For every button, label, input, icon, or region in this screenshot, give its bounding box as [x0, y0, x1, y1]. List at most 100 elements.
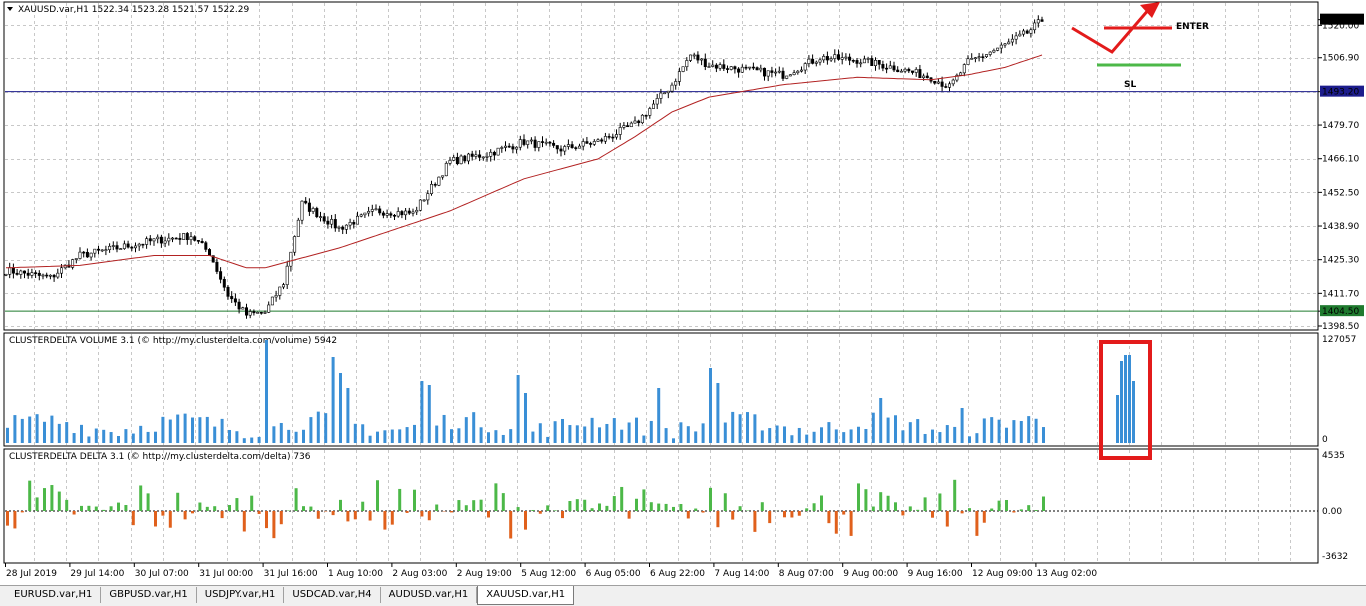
volume-bar — [1005, 428, 1008, 443]
delta-bar-negative — [221, 511, 224, 518]
delta-bar-positive — [50, 485, 53, 511]
candle-body — [471, 154, 473, 156]
delta-bar-positive — [213, 506, 216, 511]
volume-bar — [1020, 421, 1023, 443]
candle-body — [308, 203, 310, 212]
volume-bar — [857, 427, 860, 443]
candle-body — [60, 268, 62, 273]
candle-body — [1011, 39, 1013, 42]
delta-bar-positive — [953, 480, 956, 511]
delta-bar-positive — [924, 497, 927, 511]
candle-body — [430, 184, 432, 193]
delta-bar-positive — [295, 488, 298, 511]
delta-bar-negative — [406, 511, 409, 513]
time-axis-label: 31 Jul 16:00 — [264, 569, 318, 579]
price-panel — [4, 2, 1318, 330]
volume-bar — [687, 426, 690, 443]
price-scale-label: 1466.10 — [1322, 155, 1359, 165]
candle-body — [893, 66, 895, 70]
tab-usdcad[interactable]: USDCAD.var,H4 — [284, 587, 380, 603]
candle-body — [508, 146, 510, 147]
time-axis-label: 6 Aug 22:00 — [650, 569, 705, 579]
delta-bar-positive — [998, 501, 1001, 511]
candle-body — [985, 55, 987, 57]
candle-body — [704, 59, 706, 67]
candle-body — [860, 63, 862, 64]
candle-body — [316, 208, 318, 216]
volume-bar — [790, 435, 793, 443]
candle-body — [286, 266, 288, 284]
tab-xauusd[interactable]: XAUUSD.var,H1 — [477, 586, 574, 605]
candle-body — [242, 308, 244, 309]
candle-body — [608, 136, 610, 137]
candle-body — [216, 262, 218, 271]
candle-body — [874, 60, 876, 65]
delta-bar-negative — [354, 511, 357, 519]
volume-bar — [494, 430, 497, 443]
volume-bar — [80, 425, 83, 443]
delta-bar-positive — [672, 507, 675, 511]
candle-body — [404, 211, 406, 215]
time-axis-label: 5 Aug 12:00 — [521, 569, 576, 579]
candle-body — [53, 275, 55, 277]
candle-body — [367, 211, 369, 213]
candle-body — [952, 80, 954, 84]
volume-bar — [901, 430, 904, 443]
volume-bar — [1132, 381, 1135, 443]
volume-bar — [679, 422, 682, 443]
volume-bar — [235, 431, 238, 443]
candle-body — [260, 312, 262, 313]
delta-bar-negative — [975, 511, 978, 536]
candle-body — [656, 98, 658, 104]
tab-usdjpy[interactable]: USDJPY.var,H1 — [197, 587, 285, 603]
delta-bar-positive — [583, 500, 586, 511]
candle-body — [741, 67, 743, 72]
tab-eurusd[interactable]: EURUSD.var,H1 — [6, 587, 101, 603]
delta-bar-positive — [724, 493, 727, 511]
volume-bar — [628, 422, 631, 443]
candle-body — [612, 137, 614, 138]
volume-bar — [761, 430, 764, 443]
delta-bar-positive — [938, 493, 941, 511]
volume-bar — [420, 381, 423, 443]
delta-bar-negative — [346, 511, 349, 521]
candle-body — [238, 302, 240, 309]
candle-body — [1019, 34, 1021, 36]
volume-bar — [36, 414, 39, 443]
candle-body — [904, 69, 906, 71]
candle-body — [323, 217, 325, 221]
candle-body — [38, 273, 40, 275]
candle-body — [456, 157, 458, 163]
candle-body — [834, 55, 836, 59]
candle-body — [589, 143, 591, 144]
delta-bar-positive — [198, 503, 201, 511]
volume-bar — [598, 427, 601, 443]
candle-body — [523, 140, 525, 145]
enter-label: ENTER — [1176, 22, 1209, 32]
candle-body — [715, 65, 717, 68]
candle-body — [815, 62, 817, 63]
candle-body — [412, 212, 414, 213]
candle-body — [201, 241, 203, 242]
delta-bar-positive — [339, 500, 342, 511]
volume-bar — [487, 432, 490, 443]
candle-body — [186, 233, 188, 239]
candle-body — [767, 71, 769, 76]
volume-bar — [1128, 355, 1131, 443]
delta-bar-positive — [657, 504, 660, 511]
candle-body — [848, 57, 850, 60]
candle-body — [749, 67, 751, 68]
candle-body — [763, 68, 765, 76]
delta-bar-positive — [820, 496, 823, 511]
volume-bar — [450, 429, 453, 443]
sl-label: SL — [1124, 80, 1136, 90]
candle-body — [967, 59, 969, 65]
tab-gbpusd[interactable]: GBPUSD.var,H1 — [101, 587, 196, 603]
candle-body — [46, 275, 48, 276]
delta-bar-positive — [679, 504, 682, 511]
candle-body — [549, 142, 551, 143]
level-price-label: 1493.20 — [1322, 88, 1359, 98]
volume-bar — [258, 437, 261, 443]
tab-audusd[interactable]: AUDUSD.var,H1 — [381, 587, 478, 603]
delta-bar-negative — [539, 511, 542, 514]
